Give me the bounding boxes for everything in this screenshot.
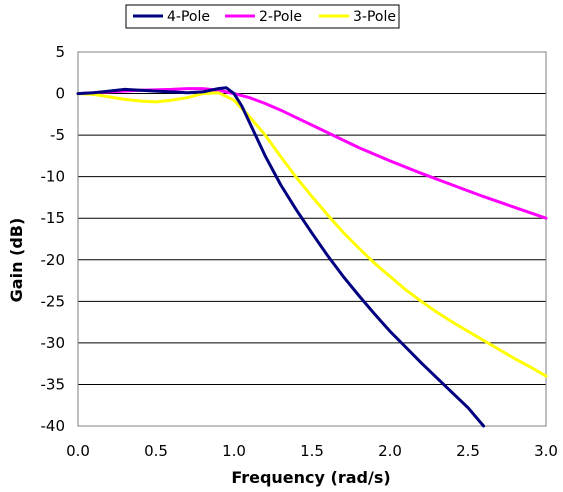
y-tick-label: -25 — [41, 292, 66, 310]
y-tick-label: 5 — [55, 43, 65, 61]
x-tick-label: 0.5 — [144, 442, 168, 460]
y-axis-title: Gain (dB) — [7, 218, 26, 303]
legend-label: 2-Pole — [259, 9, 302, 25]
y-tick-label: -35 — [41, 375, 66, 393]
x-tick-label: 2.0 — [378, 442, 402, 460]
x-tick-label: 1.0 — [222, 442, 246, 460]
legend-box — [125, 4, 400, 29]
y-tick-label: -20 — [41, 251, 66, 269]
x-tick-label: 1.5 — [300, 442, 324, 460]
series-line-4-pole — [76, 86, 486, 428]
series-lines — [76, 86, 548, 428]
y-tick-label: -5 — [50, 126, 65, 144]
y-tick-label: 0 — [55, 85, 65, 103]
y-tick-label: -10 — [41, 168, 66, 186]
plot-area — [77, 51, 547, 427]
x-tick-labels: 0.0 0.5 1.0 1.5 2.0 2.5 3.0 — [66, 442, 558, 460]
y-tick-label: -15 — [41, 209, 66, 227]
y-tick-label: -40 — [41, 417, 66, 435]
grid — [78, 51, 546, 427]
legend-label: 4-Pole — [167, 9, 210, 25]
x-axis-title: Frequency (rad/s) — [231, 468, 390, 487]
legend: 4-Pole 2-Pole 3-Pole — [125, 4, 400, 29]
series-line-2-pole — [76, 87, 548, 220]
series-line-3-pole — [76, 91, 548, 378]
legend-label: 3-Pole — [353, 9, 396, 25]
y-tick-labels: 5 0 -5 -10 -15 -20 -25 -30 -35 -40 — [41, 43, 66, 435]
x-tick-label: 2.5 — [456, 442, 480, 460]
y-tick-label: -30 — [41, 334, 66, 352]
x-tick-label: 0.0 — [66, 442, 90, 460]
x-tick-label: 3.0 — [534, 442, 558, 460]
